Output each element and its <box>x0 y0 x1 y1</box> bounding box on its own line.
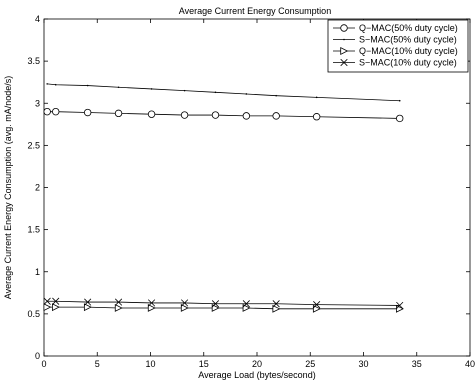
data-point-triangle <box>340 47 349 55</box>
y-axis-title: Average Current Energy Consumption (avg.… <box>3 76 13 299</box>
data-point-x <box>272 300 280 308</box>
x-tick-label: 40 <box>465 359 475 369</box>
y-tick-label: 0.5 <box>27 309 40 319</box>
axis-ticks: 0 5 10 15 20 25 30 35 40 0 0.5 1 1.5 2 2.5 3 3.5 4 <box>27 14 475 369</box>
data-point-x <box>211 300 220 308</box>
data-point-dot <box>343 38 345 41</box>
data-point-circle <box>211 111 220 119</box>
series-4 <box>43 297 404 310</box>
legend: Q−MAC(50% duty cycle) S−MAC(50% duty cycl… <box>327 19 469 73</box>
data-point-x <box>52 297 60 305</box>
data-point-circle <box>312 113 321 121</box>
data-point-triangle <box>43 303 52 312</box>
y-tick-label: 1.5 <box>27 225 40 235</box>
x-tick-label: 35 <box>412 359 422 369</box>
legend-label: Q−MAC(50% duty cycle) <box>359 23 458 33</box>
y-tick-label: 2.5 <box>27 140 40 150</box>
data-point-circle <box>83 108 92 117</box>
chart-title: Average Current Energy Consumption <box>179 6 331 16</box>
legend-item: Q−MAC(10% duty cycle) <box>333 46 458 56</box>
data-point-triangle <box>312 304 321 313</box>
data-point-dot <box>275 94 277 97</box>
data-point-triangle <box>83 303 92 312</box>
legend-label: S−MAC(10% duty cycle) <box>359 58 457 68</box>
series-2 <box>46 83 401 102</box>
data-point-x <box>313 301 321 309</box>
data-point-dot <box>398 99 401 102</box>
y-tick-label: 2 <box>35 183 40 193</box>
legend-label: Q−MAC(10% duty cycle) <box>359 46 458 56</box>
data-point-x <box>396 301 404 310</box>
y-tick-label: 0 <box>35 351 40 361</box>
data-point-triangle <box>242 304 251 312</box>
data-point-x <box>180 299 189 307</box>
data-point-circle <box>340 24 348 32</box>
legend-item: S−MAC(10% duty cycle) <box>333 58 457 68</box>
data-point-dot <box>54 83 57 86</box>
data-point-x <box>340 58 348 67</box>
series-line <box>47 306 400 310</box>
data-point-circle <box>396 114 404 123</box>
data-point-triangle <box>114 304 123 312</box>
data-point-circle <box>272 112 280 120</box>
data-point-triangle <box>147 304 156 312</box>
legend-item: S−MAC(50% duty cycle) <box>333 35 457 45</box>
series-line <box>47 111 400 119</box>
y-tick-label: 4 <box>35 14 40 24</box>
data-point-circle <box>43 107 51 116</box>
data-point-dot <box>315 96 318 99</box>
x-tick-label: 15 <box>199 359 209 369</box>
data-point-circle <box>147 110 156 118</box>
data-point-circle <box>52 107 60 116</box>
data-point-triangle <box>52 303 60 312</box>
x-tick-label: 0 <box>41 359 46 369</box>
x-tick-label: 20 <box>252 359 262 369</box>
data-point-x <box>147 299 156 307</box>
data-point-x <box>43 297 51 305</box>
y-tick-label: 1 <box>35 267 40 277</box>
series-line <box>47 300 400 306</box>
x-tick-label: 5 <box>95 359 100 369</box>
series-layer <box>43 83 404 313</box>
data-point-x <box>114 298 123 306</box>
series-line <box>47 83 400 102</box>
data-point-triangle <box>211 304 220 312</box>
data-point-dot <box>214 91 217 94</box>
data-point-circle <box>114 109 123 118</box>
data-point-dot <box>46 83 48 85</box>
x-tick-label: 10 <box>145 359 155 369</box>
y-tick-label: 3 <box>35 98 40 108</box>
data-point-triangle <box>272 304 281 313</box>
data-point-dot <box>183 89 186 92</box>
data-point-dot <box>117 86 120 89</box>
data-point-dot <box>150 88 153 90</box>
legend-label: S−MAC(50% duty cycle) <box>359 35 457 45</box>
data-point-dot <box>86 84 89 87</box>
data-point-x <box>84 298 92 306</box>
y-tick-label: 3.5 <box>27 56 40 66</box>
legend-box <box>327 19 469 73</box>
x-axis-title: Average Load (bytes/second) <box>198 370 315 380</box>
data-point-dot <box>245 93 248 95</box>
data-point-circle <box>242 112 251 120</box>
legend-item: Q−MAC(50% duty cycle) <box>333 23 458 33</box>
data-point-triangle <box>180 304 189 312</box>
x-tick-label: 30 <box>358 359 368 369</box>
data-point-circle <box>180 111 189 119</box>
series-1 <box>43 107 404 123</box>
data-point-x <box>242 300 250 308</box>
x-tick-label: 25 <box>305 359 315 369</box>
data-point-triangle <box>396 304 404 313</box>
